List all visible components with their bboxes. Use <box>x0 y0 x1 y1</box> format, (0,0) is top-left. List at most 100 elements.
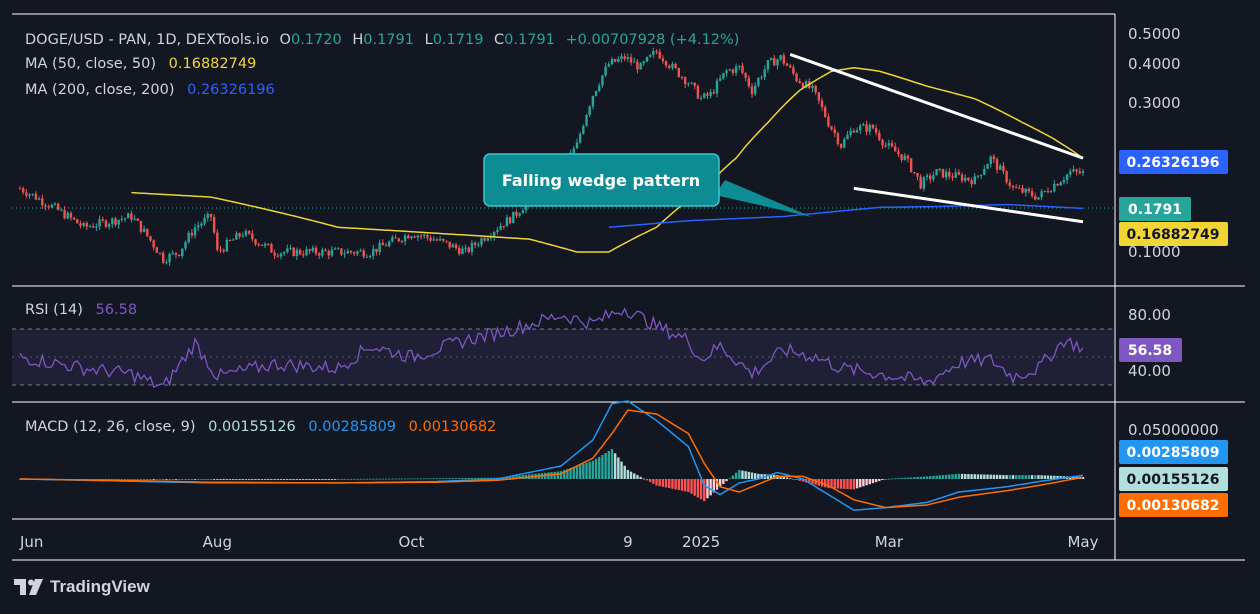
macd-hist-bar <box>311 479 315 480</box>
candle-body <box>60 209 63 211</box>
macd-hist-bar <box>839 479 843 489</box>
macd-hist-bar <box>957 473 961 479</box>
candle-body <box>321 249 324 256</box>
macd-hist-bar <box>808 479 811 484</box>
candle-body <box>410 236 413 239</box>
candle-body <box>884 145 887 147</box>
candle-body <box>270 244 273 253</box>
candle-body <box>588 106 591 116</box>
macd-hist-bar <box>629 471 633 479</box>
macd-hist-bar <box>607 451 610 479</box>
candle-body <box>419 235 423 237</box>
candle-body <box>365 256 369 258</box>
macd-hist-bar <box>1014 475 1018 479</box>
macd-hist-bar <box>906 477 910 479</box>
macd-hist-bar <box>887 478 891 480</box>
candle-body <box>438 238 442 241</box>
macd-hist-bar <box>133 479 136 480</box>
candle-body <box>41 198 44 206</box>
annotation-box[interactable] <box>483 153 720 207</box>
rsi-axis[interactable]: 80.00 40.00 <box>1128 306 1171 380</box>
macd-hist-bar <box>795 479 798 480</box>
macd-hist-bar <box>302 479 305 480</box>
macd-hist-bar <box>594 458 598 479</box>
candle-body <box>254 239 257 245</box>
macd-hist-bar <box>273 479 276 480</box>
candle-body <box>999 165 1002 170</box>
rsi-tick-label: 40.00 <box>1128 362 1171 380</box>
macd-hist-bar <box>292 479 295 480</box>
candle-body <box>458 248 461 254</box>
macd-hist-bar <box>346 478 350 480</box>
candle-body <box>852 130 856 133</box>
macd-hist-bar <box>731 475 735 479</box>
candle-body <box>1069 171 1072 175</box>
candle-body <box>664 61 668 66</box>
macd-hist-bar <box>696 479 700 498</box>
macd-axis[interactable]: 0.05000000 <box>1128 421 1219 439</box>
macd-hist-bar <box>999 474 1002 479</box>
hist-badge <box>1119 467 1228 491</box>
candle-body <box>779 55 782 60</box>
candle-body <box>792 67 795 74</box>
macd-hist-bar <box>413 478 416 480</box>
candle-body <box>69 212 73 218</box>
candle-body <box>384 245 388 247</box>
candle-body <box>499 226 502 230</box>
candle-body <box>282 252 286 254</box>
candle-body <box>954 172 957 178</box>
candle-body <box>298 249 302 255</box>
rsi-tick-label: 80.00 <box>1128 306 1171 324</box>
candle-body <box>827 116 830 127</box>
time-axis[interactable]: Jun Aug Oct 9 2025 Mar May <box>19 533 1099 551</box>
candle-body <box>387 241 391 247</box>
candle-body <box>104 220 108 227</box>
macd-hist-bar <box>333 479 337 480</box>
rsi-badge-text: 56.58 <box>1128 343 1172 359</box>
candle-body <box>785 63 789 66</box>
candle-body <box>1024 188 1027 193</box>
candle-body <box>276 255 279 257</box>
candle-body <box>604 66 607 76</box>
macd-hist-bar <box>862 479 865 487</box>
candle-body <box>203 217 206 224</box>
candle-body <box>878 132 881 140</box>
candle-body <box>862 124 865 126</box>
candle-body <box>101 219 104 221</box>
candle-body <box>149 236 152 241</box>
macd-hist-bar <box>747 471 751 479</box>
macd-hist-bar <box>881 479 884 481</box>
tradingview-logo[interactable]: TradingView <box>14 577 150 597</box>
candle-body <box>352 252 356 254</box>
candle-body <box>1027 188 1031 192</box>
candle-body <box>610 59 614 65</box>
macd-hist-bar <box>970 474 973 479</box>
macd-hist-bar <box>473 477 477 479</box>
candle-body <box>900 154 903 160</box>
candle-body <box>916 173 919 177</box>
candle-body <box>356 251 359 254</box>
macd-hist-bar <box>384 478 388 480</box>
macd-hist-bar <box>117 479 120 480</box>
macd-hist-bar <box>130 479 133 480</box>
candle-body <box>88 226 92 228</box>
candle-body <box>123 218 127 220</box>
candle-body <box>244 231 248 236</box>
time-tick-label: Oct <box>398 533 424 551</box>
macd-hist-bar <box>753 473 757 479</box>
candle-body <box>932 175 935 180</box>
macd-hist-bar <box>111 479 114 480</box>
candle-body <box>127 213 130 219</box>
ma50-label: MA (50, close, 50) <box>25 56 156 72</box>
macd-hist-bar <box>642 478 645 480</box>
macd-hist-bar <box>633 473 636 479</box>
macd-hist-bar <box>967 474 970 479</box>
macd-hist-bar <box>432 478 435 480</box>
macd-hist-bar <box>766 474 770 479</box>
macd-hist-bar <box>728 478 731 480</box>
candle-body <box>887 143 891 146</box>
candle-body <box>142 228 146 232</box>
macd-hist-bar <box>416 478 420 480</box>
macd-hist-bar <box>1059 476 1062 479</box>
